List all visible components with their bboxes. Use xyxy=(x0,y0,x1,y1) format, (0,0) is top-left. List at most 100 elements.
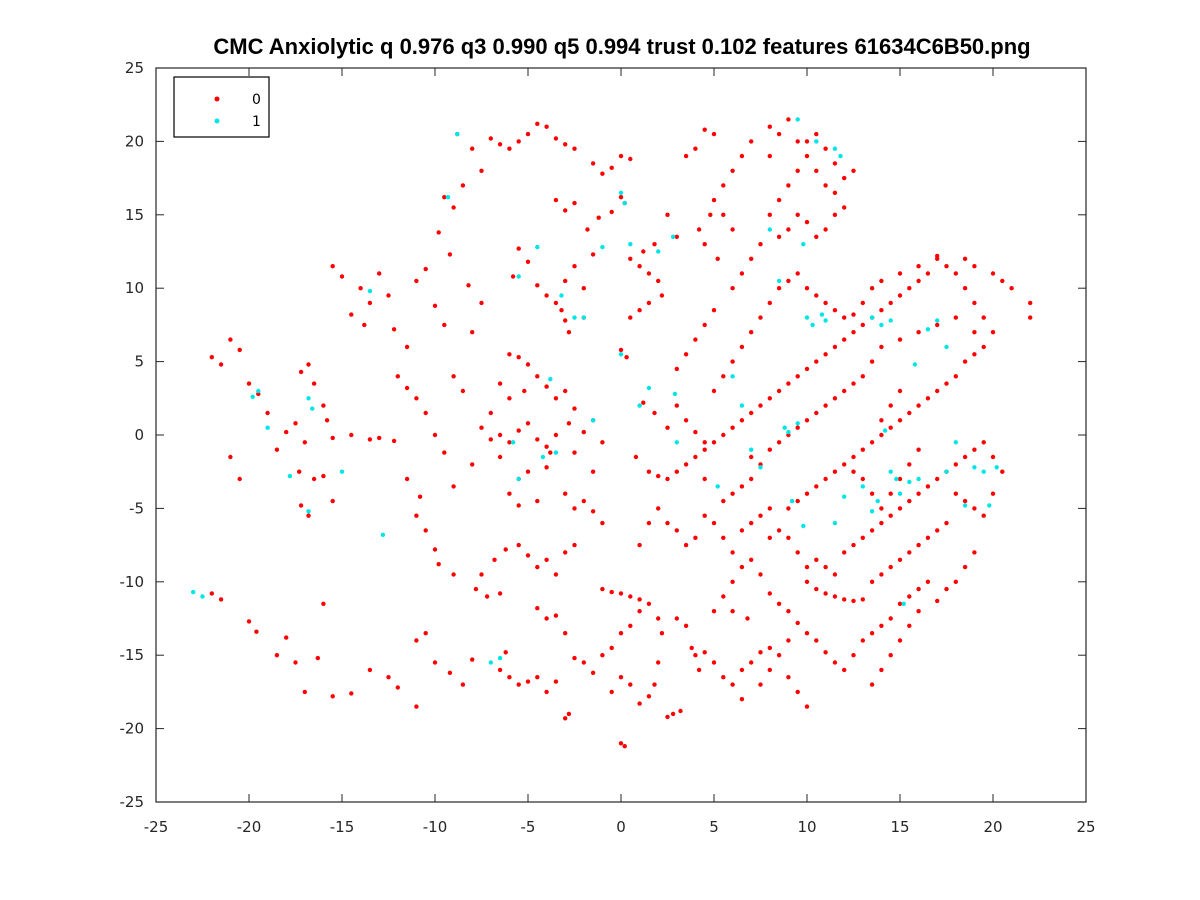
data-point-series-0-102 xyxy=(553,136,559,141)
data-point-series-0-135 xyxy=(656,278,661,284)
data-point-series-0-272 xyxy=(804,579,810,584)
data-point-series-0-144 xyxy=(522,388,527,394)
data-point-series-0-104 xyxy=(572,146,577,151)
data-point-series-0-335 xyxy=(935,388,940,394)
data-point-series-1-59 xyxy=(869,315,875,320)
data-point-series-0-483 xyxy=(641,400,646,405)
data-point-series-1-67 xyxy=(875,498,880,504)
data-point-series-0-386 xyxy=(730,550,735,555)
data-point-series-0-468 xyxy=(665,212,670,217)
data-point-series-0-412 xyxy=(916,264,921,269)
data-point-series-0-453 xyxy=(804,139,810,144)
data-point-series-1-64 xyxy=(894,476,899,482)
data-point-series-0-410 xyxy=(879,278,884,284)
data-point-series-0-519 xyxy=(721,498,726,504)
data-point-series-0-139 xyxy=(507,352,512,357)
data-point-series-0-140 xyxy=(516,355,521,360)
data-point-series-0-402 xyxy=(804,286,810,291)
data-point-series-0-169 xyxy=(618,347,624,353)
data-point-series-0-339 xyxy=(972,352,977,357)
data-point-series-0-476 xyxy=(711,308,717,313)
data-point-series-1-23 xyxy=(581,315,586,320)
data-point-series-0-11 xyxy=(306,362,311,367)
data-point-series-0-97 xyxy=(507,146,512,151)
data-point-series-0-148 xyxy=(563,388,568,394)
data-point-series-0-418 xyxy=(1009,286,1014,291)
data-point-series-0-229 xyxy=(628,594,633,599)
data-point-series-0-382 xyxy=(683,542,689,548)
data-point-series-0-238 xyxy=(696,667,702,673)
data-point-series-0-206 xyxy=(572,655,577,661)
data-point-series-0-219 xyxy=(646,694,652,699)
data-point-series-0-156 xyxy=(535,437,540,442)
data-point-series-0-331 xyxy=(897,418,903,423)
data-point-series-0-172 xyxy=(516,503,521,508)
data-point-series-0-316 xyxy=(888,564,893,570)
data-point-series-1-3 xyxy=(256,388,261,394)
data-point-series-0-541 xyxy=(646,520,652,526)
data-point-series-0-201 xyxy=(544,616,549,621)
data-point-series-0-278 xyxy=(860,597,865,602)
data-point-series-0-450 xyxy=(776,197,782,203)
data-point-series-0-273 xyxy=(814,586,819,592)
data-point-series-1-6 xyxy=(306,396,311,401)
data-point-series-0-285 xyxy=(823,564,828,570)
data-point-series-0-89 xyxy=(451,205,456,210)
data-point-series-0-224 xyxy=(618,741,624,746)
data-point-series-0-13 xyxy=(321,403,326,408)
data-point-series-0-252 xyxy=(758,572,763,577)
y-tick-label-0: -25 xyxy=(120,793,145,811)
data-point-series-0-153 xyxy=(600,440,605,445)
y-tick-label-3: -10 xyxy=(120,573,145,591)
x-tick-label-4: -5 xyxy=(521,818,536,836)
data-point-series-0-338 xyxy=(962,359,968,364)
data-point-series-0-96 xyxy=(497,142,503,147)
data-point-series-0-506 xyxy=(888,403,893,408)
data-point-series-1-79 xyxy=(925,327,931,332)
data-point-series-0-85 xyxy=(479,300,484,306)
data-point-series-0-389 xyxy=(758,513,763,518)
data-point-series-1-7 xyxy=(310,406,315,411)
data-point-series-0-72 xyxy=(414,513,419,518)
data-point-series-1-78 xyxy=(912,362,918,367)
data-point-series-0-349 xyxy=(916,278,921,284)
data-point-series-0-16 xyxy=(302,440,307,445)
y-tick-label-2: -15 xyxy=(120,646,145,664)
data-point-series-0-384 xyxy=(665,520,670,526)
data-point-series-1-84 xyxy=(832,520,838,526)
data-point-series-0-417 xyxy=(1000,278,1005,284)
data-point-series-0-239 xyxy=(702,650,707,655)
x-tick-label-6: 5 xyxy=(709,818,719,836)
data-point-series-1-12 xyxy=(445,195,451,200)
data-point-series-0-245 xyxy=(758,650,763,655)
data-point-series-0-65 xyxy=(442,450,447,455)
data-point-series-0-528 xyxy=(879,667,884,673)
data-point-series-0-283 xyxy=(804,564,810,570)
y-tick-label-7: 10 xyxy=(125,279,144,297)
data-point-series-0-214 xyxy=(646,601,652,606)
data-point-series-0-257 xyxy=(804,631,810,636)
data-point-series-0-118 xyxy=(516,246,521,251)
data-point-series-0-403 xyxy=(814,293,819,298)
data-point-series-1-1 xyxy=(200,594,205,599)
data-point-series-0-212 xyxy=(628,623,633,628)
data-point-series-0-439 xyxy=(842,175,847,181)
data-point-series-0-428 xyxy=(721,183,726,188)
data-point-series-0-57 xyxy=(414,278,419,284)
x-tick-label-8: 15 xyxy=(890,818,909,836)
data-point-series-0-333 xyxy=(916,403,921,408)
x-tick-label-5: 0 xyxy=(616,818,626,836)
data-point-series-0-280 xyxy=(776,528,782,533)
data-point-series-0-275 xyxy=(832,594,838,599)
data-point-series-0-315 xyxy=(897,557,903,562)
data-point-series-0-276 xyxy=(842,597,847,602)
data-point-series-0-537 xyxy=(739,697,745,702)
data-point-series-1-60 xyxy=(879,322,884,328)
data-point-series-0-134 xyxy=(646,271,652,276)
data-point-series-0-385 xyxy=(721,535,726,540)
data-point-series-0-247 xyxy=(711,609,717,614)
data-point-series-0-39 xyxy=(395,685,400,690)
data-point-series-0-60 xyxy=(442,322,447,328)
data-point-series-0-340 xyxy=(981,344,986,350)
data-point-series-1-16 xyxy=(510,440,516,445)
